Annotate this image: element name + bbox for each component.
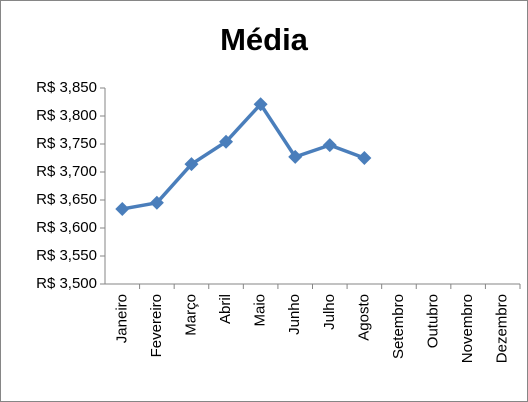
y-tick-label: R$ 3,700 xyxy=(36,163,97,180)
marker xyxy=(322,138,337,153)
y-tick-label: R$ 3,750 xyxy=(36,135,97,152)
y-tick-label: R$ 3,600 xyxy=(36,219,97,236)
line xyxy=(121,102,365,211)
y-tick-label: R$ 3,650 xyxy=(36,191,97,208)
marker xyxy=(115,201,130,216)
x-tick-label: Janeiro xyxy=(113,294,130,343)
x-tick-label: Setembro xyxy=(390,294,407,359)
marker xyxy=(184,157,199,172)
x-tick-label: Novembro xyxy=(459,294,476,363)
x-tick-label: Julho xyxy=(321,294,338,330)
marker xyxy=(219,134,234,149)
marker xyxy=(357,151,372,165)
y-tick-label: R$ 3,550 xyxy=(36,247,97,264)
x-tick-label: Dezembro xyxy=(494,294,511,363)
marker xyxy=(288,149,303,164)
marker xyxy=(149,195,164,210)
y-tick-label: R$ 3,500 xyxy=(36,275,97,292)
x-tick-label: Março xyxy=(182,294,199,336)
x-tick-label: Agosto xyxy=(355,294,372,341)
x-tick-label: Maio xyxy=(252,294,269,327)
x-tick-label: Fevereiro xyxy=(148,294,165,357)
x-tick-label: Junho xyxy=(286,294,303,335)
y-tick-label: R$ 3,850 xyxy=(36,79,97,96)
x-tick-label: Outubro xyxy=(425,294,442,348)
marker xyxy=(253,97,268,112)
y-tick-label: R$ 3,800 xyxy=(36,107,97,124)
chart-title: Média xyxy=(220,22,309,57)
x-tick-label: Abril xyxy=(217,294,234,324)
